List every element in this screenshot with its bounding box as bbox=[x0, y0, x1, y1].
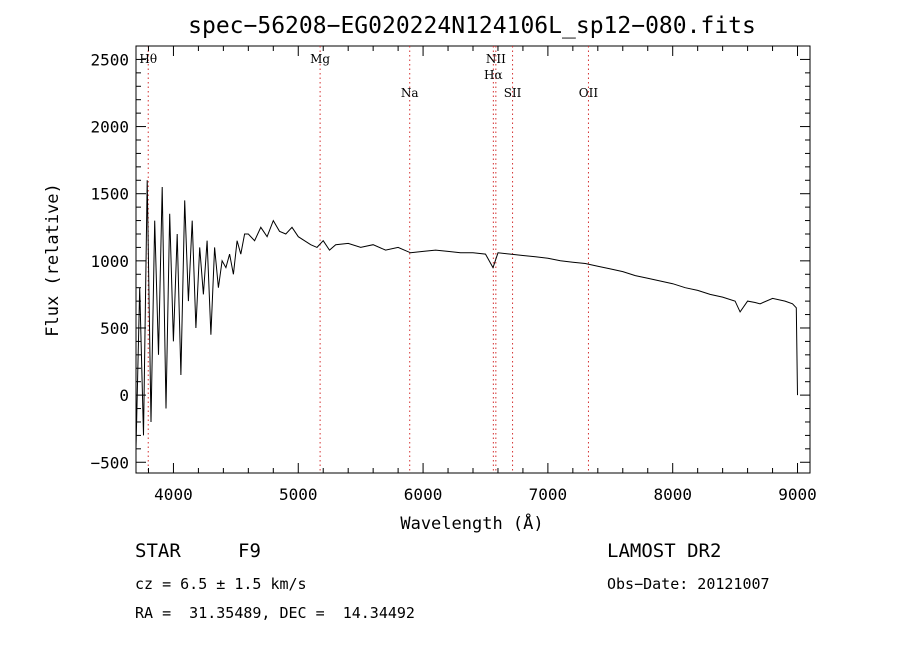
axis-tick-labels: 4000 5000 6000 7000 8000 9000 −500 0 500 1000 1500… bbox=[90, 50, 816, 504]
y-tick-label: 1000 bbox=[90, 252, 129, 271]
object-subclass: F9 bbox=[238, 540, 261, 562]
survey-name: LAMOST DR2 bbox=[607, 540, 722, 562]
x-tick-label: 7000 bbox=[529, 485, 568, 504]
spectral-line-label: NII bbox=[486, 52, 506, 66]
y-axis-label: Flux (relative) bbox=[43, 183, 63, 337]
y-tick-label: 0 bbox=[119, 386, 129, 405]
spectral-line-label: Na bbox=[401, 86, 419, 100]
spectral-line-label: SII bbox=[504, 86, 522, 100]
spectrum-series bbox=[135, 180, 798, 449]
axis-ticks bbox=[136, 46, 810, 473]
spectral-line-label: OII bbox=[579, 86, 599, 100]
x-tick-label: 5000 bbox=[279, 485, 318, 504]
y-tick-label: 2000 bbox=[90, 118, 129, 137]
y-tick-label: −500 bbox=[90, 453, 129, 472]
y-tick-label: 1500 bbox=[90, 185, 129, 204]
x-tick-label: 9000 bbox=[778, 485, 817, 504]
plot-frame bbox=[135, 45, 811, 474]
spectral-line-markers bbox=[147, 46, 589, 473]
spectral-line-label: Hα bbox=[484, 68, 503, 82]
spectrum-line bbox=[135, 180, 798, 449]
coordinates: RA = 31.35489, DEC = 14.34492 bbox=[135, 604, 415, 622]
spectral-line-label: Mg bbox=[310, 52, 330, 66]
y-tick-label: 500 bbox=[100, 319, 129, 338]
chart-title: spec−56208−EG020224N124106L_sp12−080.fit… bbox=[188, 13, 756, 39]
x-axis-label: Wavelength (Å) bbox=[400, 512, 543, 534]
x-tick-label: 8000 bbox=[653, 485, 692, 504]
redshift-cz: cz = 6.5 ± 1.5 km/s bbox=[135, 575, 307, 593]
object-class: STAR bbox=[135, 540, 181, 562]
plot-border bbox=[135, 45, 811, 474]
spectral-line-label: Hθ bbox=[139, 52, 157, 66]
observation-date: Obs−Date: 20121007 bbox=[607, 575, 770, 593]
x-tick-label: 6000 bbox=[404, 485, 443, 504]
x-tick-label: 4000 bbox=[154, 485, 193, 504]
y-tick-label: 2500 bbox=[90, 50, 129, 69]
